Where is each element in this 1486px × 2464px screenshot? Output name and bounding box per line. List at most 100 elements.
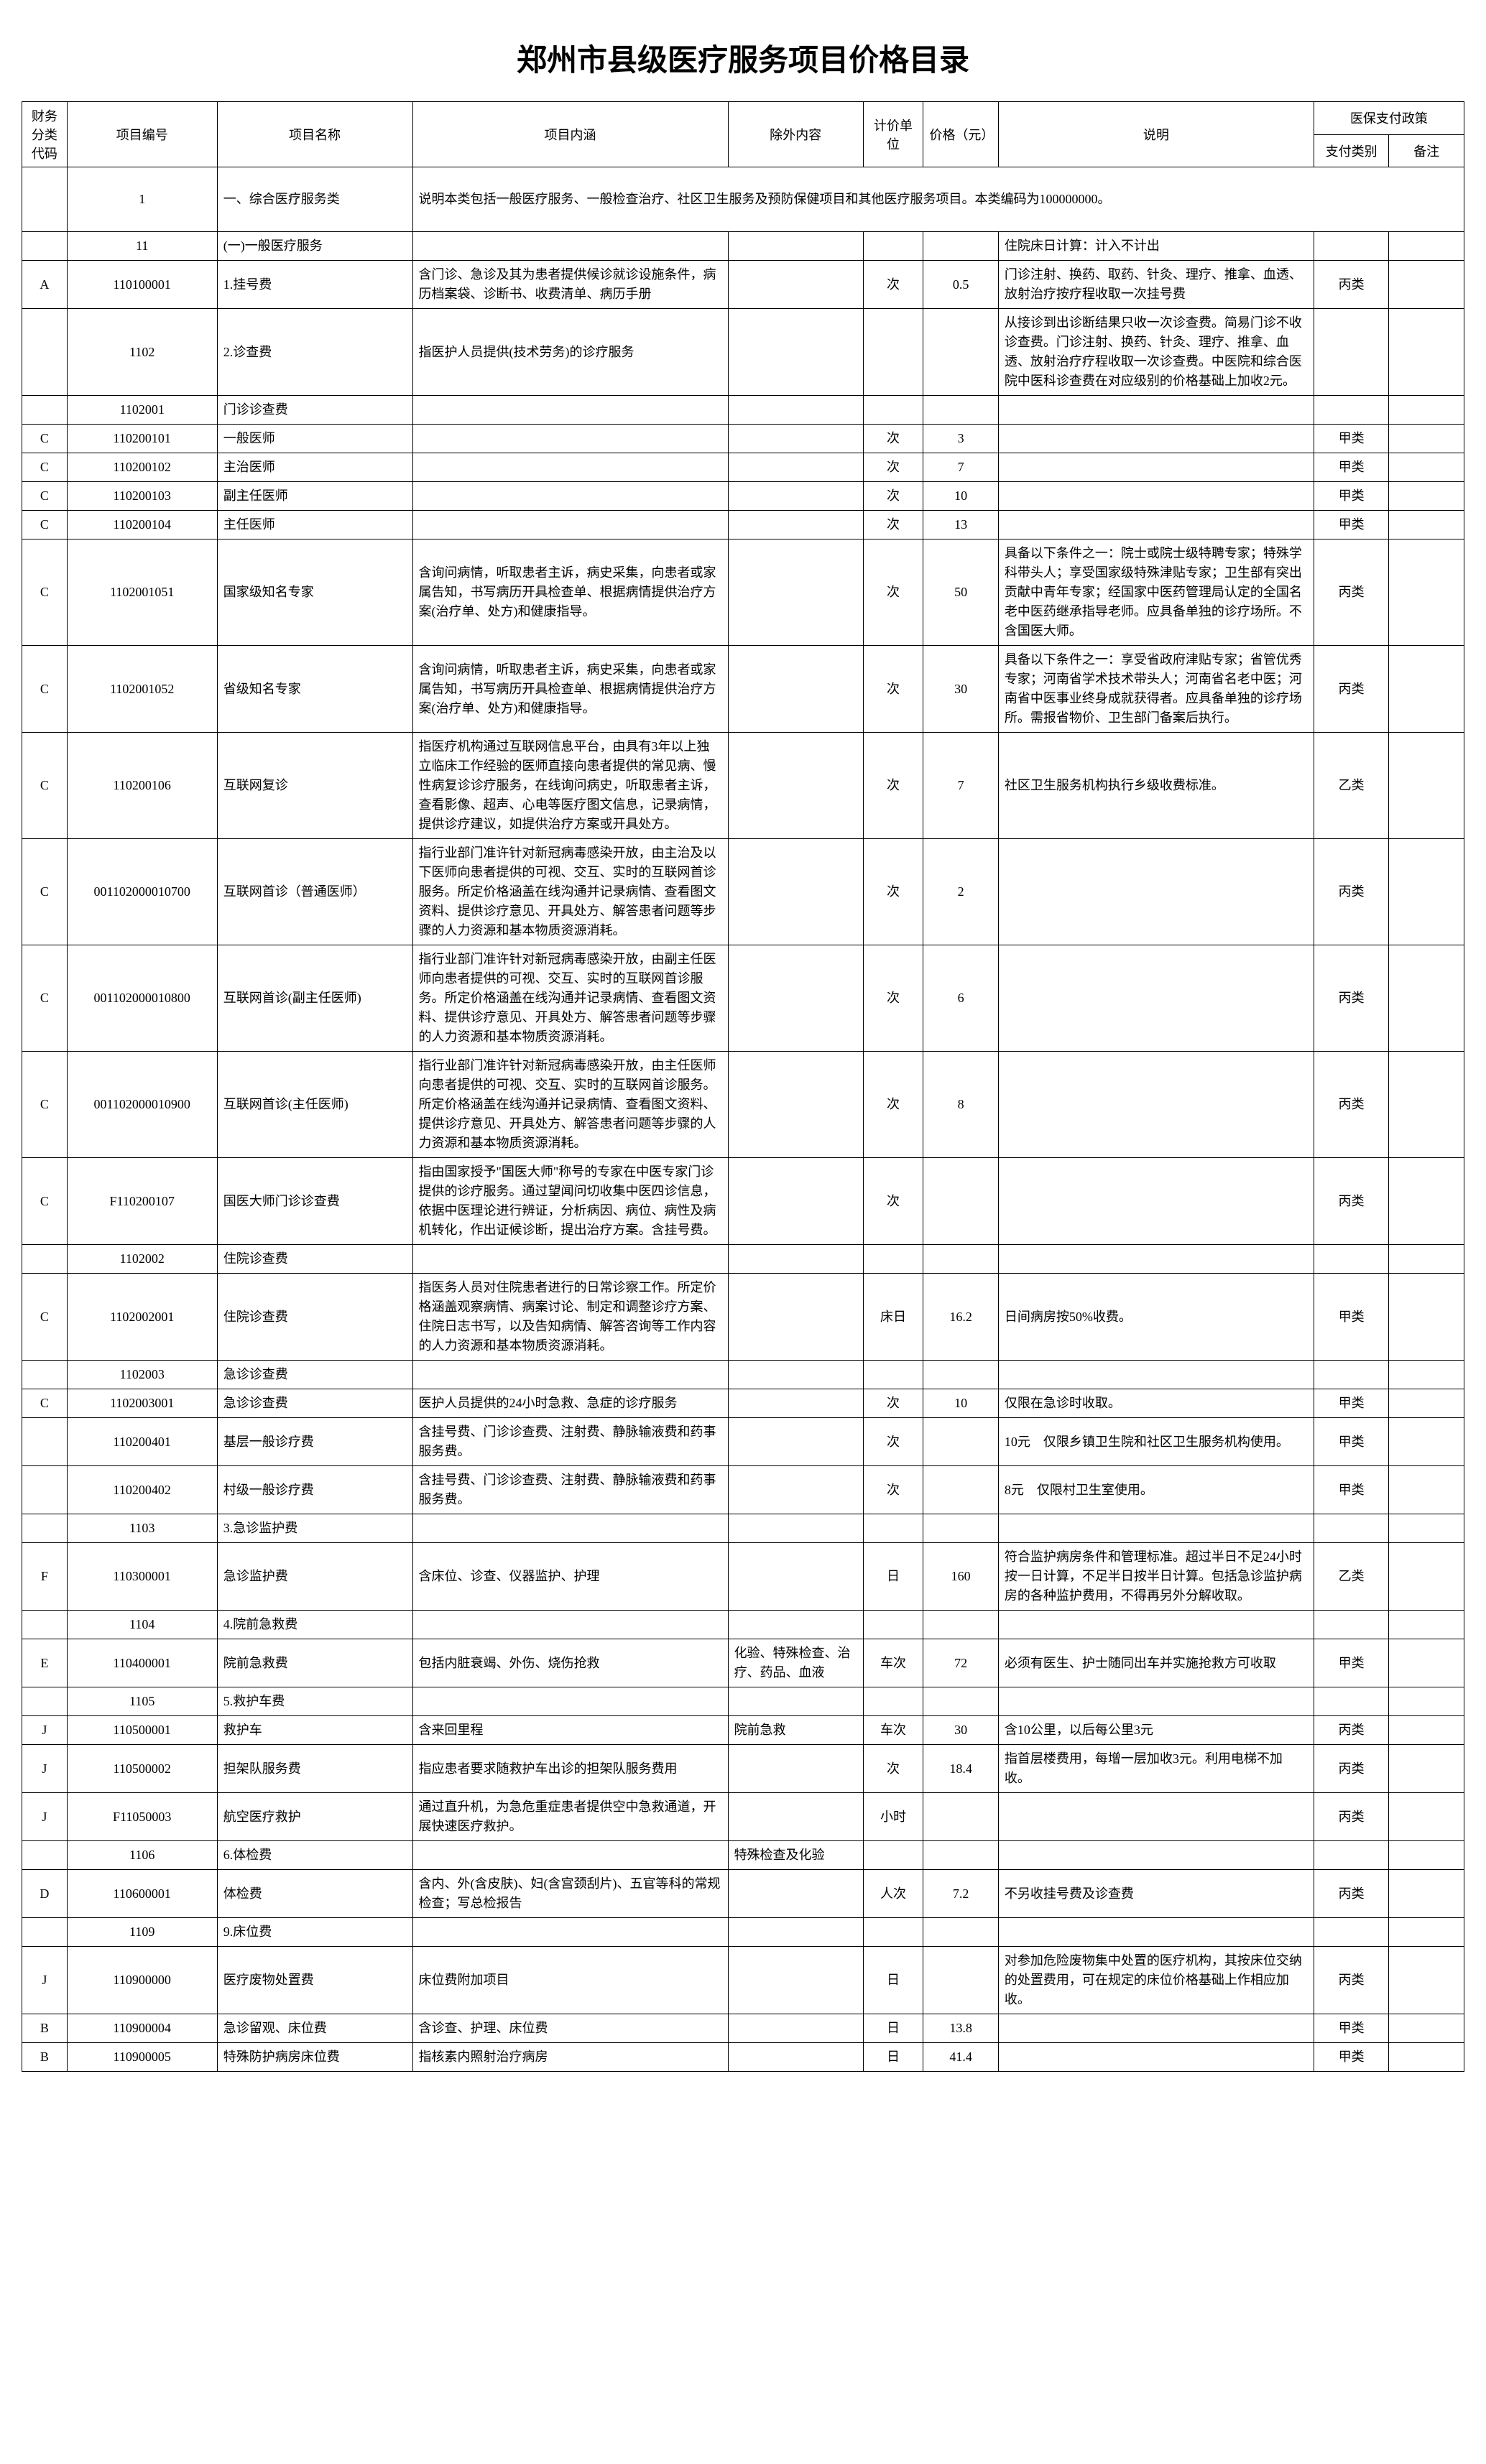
cell: 丙类 [1314,1793,1389,1841]
cell [998,1687,1314,1716]
page-title: 郑州市县级医疗服务项目价格目录 [22,36,1464,80]
cell: 7 [923,453,999,482]
th-name: 项目名称 [217,102,412,167]
cell [1389,2043,1464,2072]
cell: 丙类 [1314,945,1389,1052]
cell: 1.挂号费 [217,261,412,309]
cell [1389,1611,1464,1639]
cell: 指首层楼费用，每增一层加收3元。利用电梯不加收。 [998,1745,1314,1793]
cell [998,839,1314,945]
table-row: C110200103副主任医师次10甲类 [22,482,1464,511]
cell: J [22,1745,68,1793]
cell: 含询问病情，听取患者主诉，病史采集，向患者或家属告知，书写病历开具检查单、根据病… [412,646,728,733]
th-fin: 财务分类代码 [22,102,68,167]
cell [923,232,999,261]
table-row: B110900005特殊防护病房床位费指核素内照射治疗病房日41.4甲类 [22,2043,1464,2072]
cell [728,2014,863,2043]
cell [1389,511,1464,539]
cell: 丙类 [1314,1158,1389,1245]
cell: 互联网首诊(副主任医师) [217,945,412,1052]
cell [22,232,68,261]
cell [1314,1361,1389,1389]
cell: 门诊诊查费 [217,396,412,425]
cell [728,1918,863,1947]
cell [998,1361,1314,1389]
cell: 急诊诊查费 [217,1361,412,1389]
cell: B [22,2014,68,2043]
cell [22,167,68,232]
cell: E [22,1639,68,1687]
cell [728,1745,863,1793]
cell [1314,1611,1389,1639]
table-row: C001102000010900互联网首诊(主任医师)指行业部门准许针对新冠病毒… [22,1052,1464,1158]
cell: 床日 [863,1274,923,1361]
cell [998,1245,1314,1274]
cell [1314,1245,1389,1274]
cell: 7 [923,733,999,839]
cell: 次 [863,839,923,945]
cell: 急诊诊查费 [217,1389,412,1418]
table-row: C1102001051国家级知名专家含询问病情，听取患者主诉，病史采集，向患者或… [22,539,1464,646]
cell [728,1543,863,1611]
cell [1389,1274,1464,1361]
cell: 住院诊查费 [217,1245,412,1274]
cell: 次 [863,425,923,453]
cell: C [22,425,68,453]
table-row: 1102001门诊诊查费 [22,396,1464,425]
cell: 日 [863,2043,923,2072]
cell: F110200107 [67,1158,217,1245]
cell [1389,1947,1464,2014]
cell: 丙类 [1314,1052,1389,1158]
table-row: 11033.急诊监护费 [22,1514,1464,1543]
table-row: 11055.救护车费 [22,1687,1464,1716]
cell: 110200402 [67,1466,217,1514]
cell: 次 [863,482,923,511]
cell [863,232,923,261]
cell: 1104 [67,1611,217,1639]
cell: 次 [863,1745,923,1793]
cell: 化验、特殊检查、治疗、药品、血液 [728,1639,863,1687]
cell: 001102000010900 [67,1052,217,1158]
cell: 13.8 [923,2014,999,2043]
cell: 001102000010800 [67,945,217,1052]
cell: 3.急诊监护费 [217,1514,412,1543]
cell [1389,1745,1464,1793]
cell [998,453,1314,482]
cell: 3 [923,425,999,453]
table-row: J110900000医疗废物处置费床位费附加项目日对参加危险废物集中处置的医疗机… [22,1947,1464,2014]
cell: 30 [923,646,999,733]
cell: 具备以下条件之一：享受省政府津贴专家；省管优秀专家；河南省学术技术带头人；河南省… [998,646,1314,733]
cell [412,1841,728,1870]
cell [412,425,728,453]
cell: C [22,945,68,1052]
cell [1389,1870,1464,1918]
cell: 国医大师门诊诊查费 [217,1158,412,1245]
cell: 甲类 [1314,2043,1389,2072]
cell [1314,1918,1389,1947]
cell: 床位费附加项目 [412,1947,728,2014]
cell [412,1361,728,1389]
cell: 次 [863,1158,923,1245]
cell [22,1611,68,1639]
cell: 符合监护病房条件和管理标准。超过半日不足24小时按一日计算，不足半日按半日计算。… [998,1543,1314,1611]
cell [728,453,863,482]
cell [998,2043,1314,2072]
cell: 救护车 [217,1716,412,1745]
cell [22,1418,68,1466]
cell: 乙类 [1314,733,1389,839]
cell: 1105 [67,1687,217,1716]
cell [728,1361,863,1389]
cell: 互联网首诊（普通医师） [217,839,412,945]
cell [1389,1361,1464,1389]
cell [1314,1514,1389,1543]
cell: 次 [863,945,923,1052]
cell: 次 [863,733,923,839]
cell [22,396,68,425]
cell: 甲类 [1314,511,1389,539]
cell: 主任医师 [217,511,412,539]
cell: 含挂号费、门诊诊查费、注射费、静脉输液费和药事服务费。 [412,1466,728,1514]
cell [998,1793,1314,1841]
cell: C [22,733,68,839]
cell: F [22,1543,68,1611]
cell [998,1052,1314,1158]
